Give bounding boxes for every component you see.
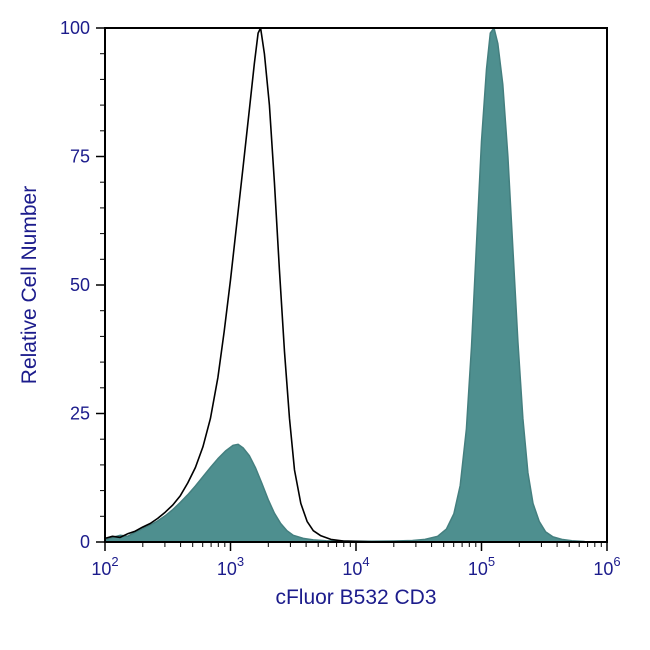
x-axis-title: cFluor B532 CD3 (275, 586, 436, 609)
y-tick-label: 50 (70, 275, 90, 295)
y-tick-label: 100 (60, 18, 90, 38)
series-stained-cd3-filled (104, 27, 586, 543)
y-axis-title: Relative Cell Number (18, 186, 41, 384)
series-unstained-control-open (104, 27, 382, 543)
x-tick-label: 106 (593, 554, 620, 579)
chart-layer: 102 103 104 105 106 0 25 50 75 100 (60, 18, 621, 579)
y-tick-label: 0 (80, 532, 90, 552)
plot-frame (104, 27, 608, 543)
x-tick-label: 103 (217, 554, 244, 579)
x-tick-label: 104 (342, 554, 369, 579)
x-tick-label: 102 (91, 554, 118, 579)
y-tick-label: 25 (70, 404, 90, 424)
y-tick-label: 75 (70, 147, 90, 167)
x-tick-label: 105 (468, 554, 495, 579)
